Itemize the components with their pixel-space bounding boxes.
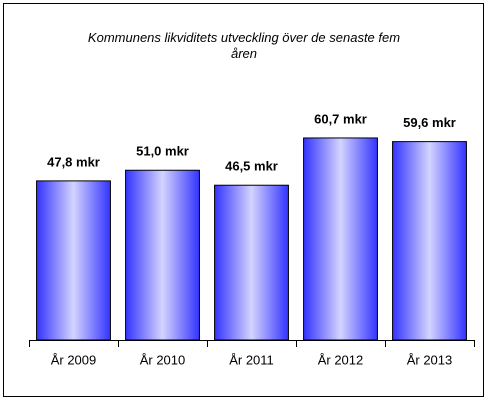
value-label: 51,0 mkr	[136, 144, 189, 159]
chart-title: Kommunens likviditets utveckling över de…	[87, 30, 401, 61]
value-label: 47,8 mkr	[47, 154, 100, 169]
x-tick-label: År 2011	[229, 352, 274, 367]
value-label: 60,7 mkr	[314, 111, 367, 126]
bar	[214, 184, 289, 341]
value-label: 46,5 mkr	[225, 159, 278, 174]
bar	[125, 169, 200, 341]
x-tick-label: År 2013	[407, 352, 453, 367]
bar	[303, 137, 378, 341]
x-tick-label: År 2010	[140, 352, 186, 367]
x-tick-label: År 2012	[318, 352, 364, 367]
bar	[392, 141, 467, 341]
bar	[36, 180, 111, 341]
x-tick-label: År 2009	[51, 352, 97, 367]
value-label: 59,6 mkr	[403, 115, 456, 130]
